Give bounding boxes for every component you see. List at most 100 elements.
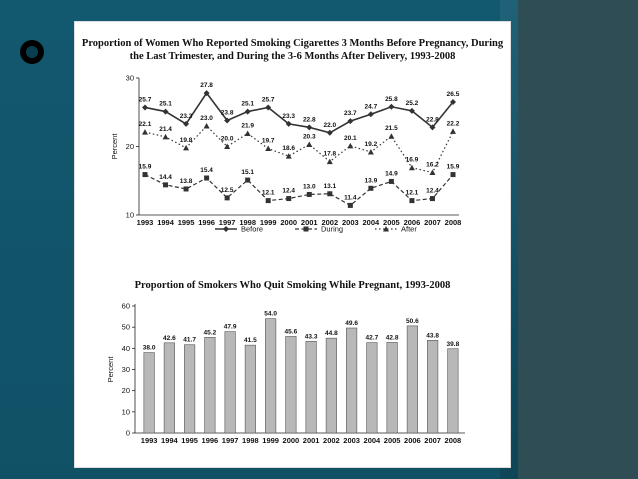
legend-label-during: During — [321, 225, 343, 234]
bar-data-label: 54.0 — [264, 311, 277, 318]
line-x-tick-label: 2007 — [424, 218, 441, 227]
bar — [204, 337, 216, 434]
line-point-during — [204, 175, 210, 181]
bar-data-label: 42.6 — [163, 335, 176, 342]
line-point-after — [388, 133, 395, 139]
bar-data-label: 38.0 — [143, 345, 156, 352]
bar — [427, 339, 439, 434]
line-data-label: 13.1 — [323, 183, 336, 190]
line-data-label: 26.5 — [447, 91, 460, 98]
line-data-label: 21.4 — [159, 126, 172, 133]
line-point-before — [224, 117, 231, 124]
bar-x-tick-label: 2000 — [283, 436, 300, 445]
line-data-label: 14.9 — [385, 170, 398, 177]
line-point-during — [142, 172, 148, 178]
bar-data-label: 43.3 — [305, 333, 318, 340]
line-point-before — [183, 120, 190, 127]
bar-x-tick-label: 1994 — [161, 436, 179, 445]
bar-x-tick-label: 2007 — [424, 436, 441, 445]
line-x-tick-label: 2000 — [280, 218, 297, 227]
line-point-before — [142, 104, 148, 111]
bar-x-tick-label: 2004 — [364, 436, 382, 445]
bar-data-label: 49.6 — [345, 320, 358, 327]
line-point-during — [409, 198, 415, 204]
figure-card: Proportion of Women Who Reported Smoking… — [75, 22, 510, 467]
line-x-tick-label: 1997 — [219, 218, 236, 227]
line-data-label: 20.1 — [344, 135, 357, 142]
line-point-during — [163, 182, 169, 188]
line-point-during — [450, 172, 456, 178]
line-y-tick-label: 20 — [126, 142, 134, 151]
bar — [224, 331, 236, 434]
bar-x-tick-label: 2006 — [404, 436, 421, 445]
line-data-label: 21.9 — [241, 122, 254, 129]
line-x-tick-label: 1996 — [198, 218, 215, 227]
line-data-label: 11.4 — [344, 194, 357, 201]
bar-y-tick-label: 0 — [126, 429, 130, 438]
line-point-after — [326, 158, 333, 165]
line-point-after — [142, 129, 148, 135]
line-point-before — [244, 108, 251, 115]
line-data-label: 15.1 — [241, 169, 254, 176]
bar — [366, 342, 378, 434]
line-x-tick-label: 1994 — [157, 218, 175, 227]
line-data-label: 24.7 — [365, 103, 378, 110]
line-point-during — [429, 196, 435, 202]
line-point-before — [203, 90, 210, 97]
line-data-label: 19.2 — [365, 141, 378, 148]
line-series-during — [144, 174, 454, 207]
line-x-tick-label: 1998 — [239, 218, 256, 227]
bar — [285, 336, 297, 434]
legend-marker — [383, 226, 389, 232]
line-y-tick-label: 10 — [126, 211, 134, 220]
line-point-before — [429, 124, 436, 131]
legend-marker — [223, 226, 229, 232]
line-data-label: 19.8 — [180, 137, 193, 144]
bar-x-tick-label: 1993 — [141, 436, 158, 445]
bar-x-tick-label: 2008 — [445, 436, 462, 445]
line-point-before — [408, 107, 415, 114]
line-point-after — [306, 141, 313, 147]
line-x-tick-label: 2003 — [342, 218, 359, 227]
line-x-tick-label: 2008 — [445, 218, 462, 227]
line-data-label: 23.3 — [180, 113, 193, 120]
line-point-after — [224, 143, 231, 149]
bar-data-label: 45.6 — [285, 328, 298, 335]
line-data-label: 15.9 — [447, 164, 460, 171]
line-data-label: 19.7 — [262, 138, 275, 145]
line-data-label: 12.4 — [282, 188, 295, 195]
line-data-label: 25.7 — [139, 96, 152, 103]
bar-y-tick-label: 60 — [122, 302, 130, 311]
line-chart: 10 20 30 Percent 1993 1994 1995 1996 1997 1998 199… — [110, 74, 462, 234]
bar — [244, 344, 256, 434]
line-point-during — [183, 186, 189, 192]
line-data-label: 25.1 — [241, 101, 254, 108]
line-point-after — [285, 153, 292, 159]
bar-x-tick-label: 2005 — [384, 436, 401, 445]
line-series-before — [144, 91, 454, 134]
line-data-label: 12.1 — [262, 190, 275, 197]
bar-data-label: 47.9 — [224, 324, 237, 331]
bar-x-tick-label: 1999 — [262, 436, 279, 445]
bar — [346, 327, 358, 434]
line-data-label: 22.0 — [323, 122, 336, 129]
line-point-before — [347, 118, 354, 125]
line-point-during — [347, 202, 353, 208]
legend-label-after: After — [401, 225, 417, 234]
legend-marker — [303, 226, 309, 232]
line-point-during — [368, 185, 374, 191]
line-data-label: 23.0 — [200, 115, 213, 122]
line-x-tick-label: 2002 — [321, 218, 338, 227]
bar-x-tick-label: 2002 — [323, 436, 340, 445]
line-data-label: 25.8 — [385, 96, 398, 103]
line-data-label: 23.7 — [344, 110, 357, 117]
line-data-label: 25.2 — [406, 100, 419, 107]
line-data-label: 12.1 — [406, 190, 419, 197]
line-data-label: 13.0 — [303, 183, 316, 190]
line-data-label: 16.2 — [426, 162, 439, 169]
line-data-label: 20.0 — [221, 136, 234, 143]
line-x-tick-label: 2005 — [383, 218, 400, 227]
line-data-label: 20.3 — [303, 133, 316, 140]
line-point-during — [306, 191, 312, 197]
line-x-tick-label: 1993 — [137, 218, 154, 227]
